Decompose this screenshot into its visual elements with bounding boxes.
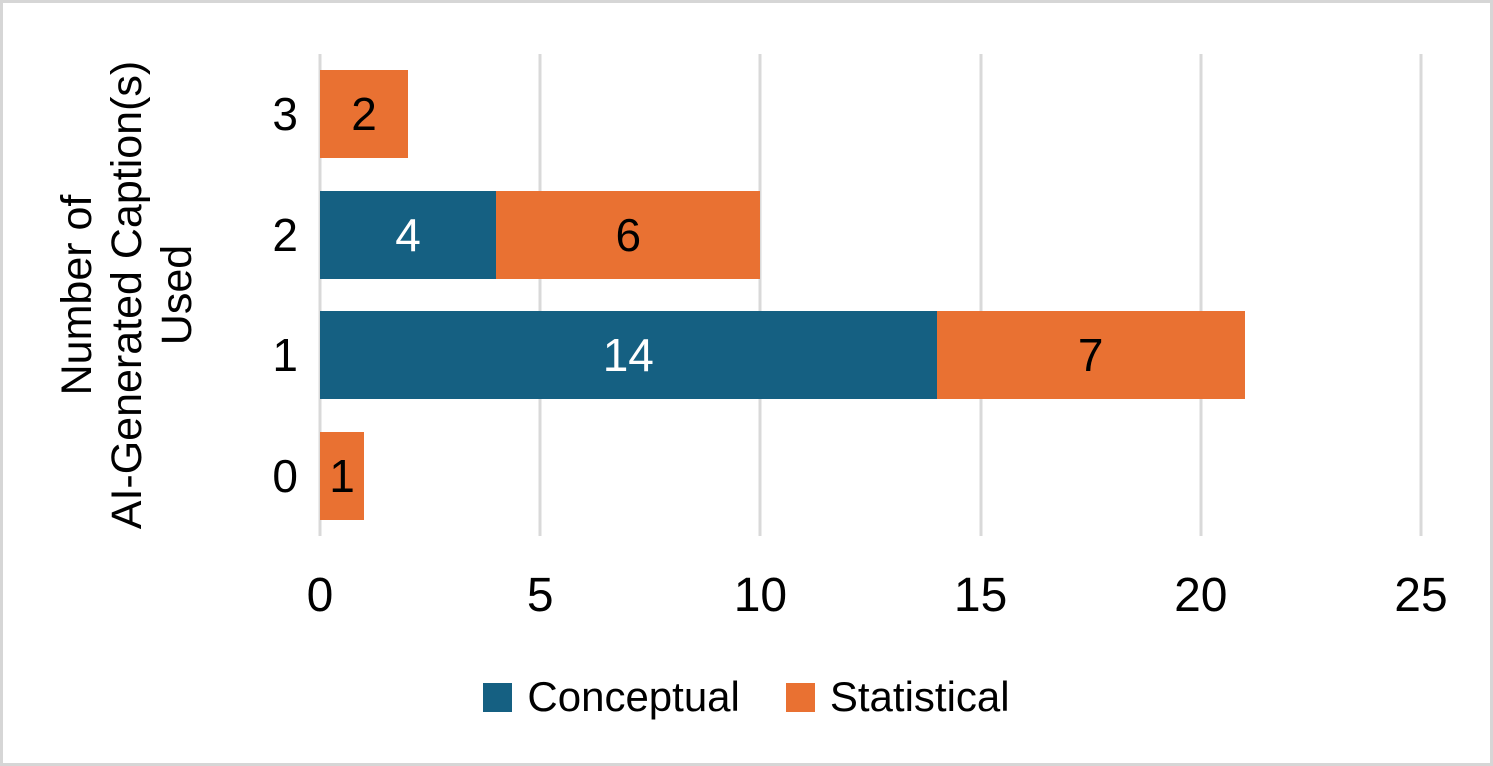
x-axis-tick-label: 10 xyxy=(733,569,788,622)
y-axis-title-line: Number of xyxy=(53,194,102,396)
category-label: 1 xyxy=(272,329,298,382)
bar-value-label: 14 xyxy=(602,329,654,382)
category-label: 2 xyxy=(272,208,298,261)
bars-container: 2 4 6 14 7 1 xyxy=(320,54,1421,536)
x-axis-tick-label: 25 xyxy=(1394,569,1448,622)
y-axis-title-text: Number of AI-Generated Caption(s) Used xyxy=(53,15,203,575)
legend-label: Statistical xyxy=(829,673,1010,720)
bar-segment-statistical: 7 xyxy=(936,311,1245,400)
bar-value-label: 1 xyxy=(329,449,355,502)
x-axis-tick-label: 15 xyxy=(953,569,1008,622)
gridline xyxy=(318,54,322,536)
x-axis-tick-label: 20 xyxy=(1174,569,1228,622)
bar-row-category-0: 1 xyxy=(320,416,1421,537)
bar-segment-conceptual: 14 xyxy=(320,311,937,400)
category-label: 0 xyxy=(272,449,298,502)
category-label: 3 xyxy=(272,88,298,141)
y-axis-title-line: AI-Generated Caption(s) xyxy=(103,60,152,530)
bar-value-label: 7 xyxy=(1077,329,1104,382)
legend-swatch-icon xyxy=(785,682,815,712)
bar-value-label: 4 xyxy=(395,208,421,261)
gridline xyxy=(1419,54,1423,536)
legend-item-statistical: Statistical xyxy=(785,673,1010,721)
bar-row-category-3: 2 xyxy=(320,54,1421,175)
gridline xyxy=(979,54,983,536)
gridline xyxy=(1199,54,1203,536)
bar-value-label: 6 xyxy=(615,208,642,261)
bar-segment-conceptual: 4 xyxy=(320,190,497,279)
gridline xyxy=(538,54,542,536)
x-axis-tick-label: 5 xyxy=(526,569,554,622)
x-axis-tick-label: 0 xyxy=(306,569,334,622)
y-axis-category-labels: 3 2 1 0 xyxy=(208,54,300,536)
legend-label: Conceptual xyxy=(527,673,740,720)
legend-item-conceptual: Conceptual xyxy=(483,673,740,721)
y-axis-title-line: Used xyxy=(152,244,201,346)
legend-swatch-icon xyxy=(483,682,513,712)
plot-area: 2 4 6 14 7 1 xyxy=(318,54,1423,536)
bar-segment-statistical: 2 xyxy=(320,70,409,159)
bar-segment-statistical: 6 xyxy=(496,190,761,279)
gridline xyxy=(758,54,762,536)
bar-row-category-1: 14 7 xyxy=(320,295,1421,416)
y-axis-title: Number of AI-Generated Caption(s) Used xyxy=(23,54,233,536)
bar-value-label: 2 xyxy=(351,88,377,141)
legend: Conceptual Statistical xyxy=(3,655,1490,739)
bar-segment-statistical: 1 xyxy=(320,431,365,520)
x-axis-tick-labels: 0 5 10 15 20 25 xyxy=(307,536,1448,646)
